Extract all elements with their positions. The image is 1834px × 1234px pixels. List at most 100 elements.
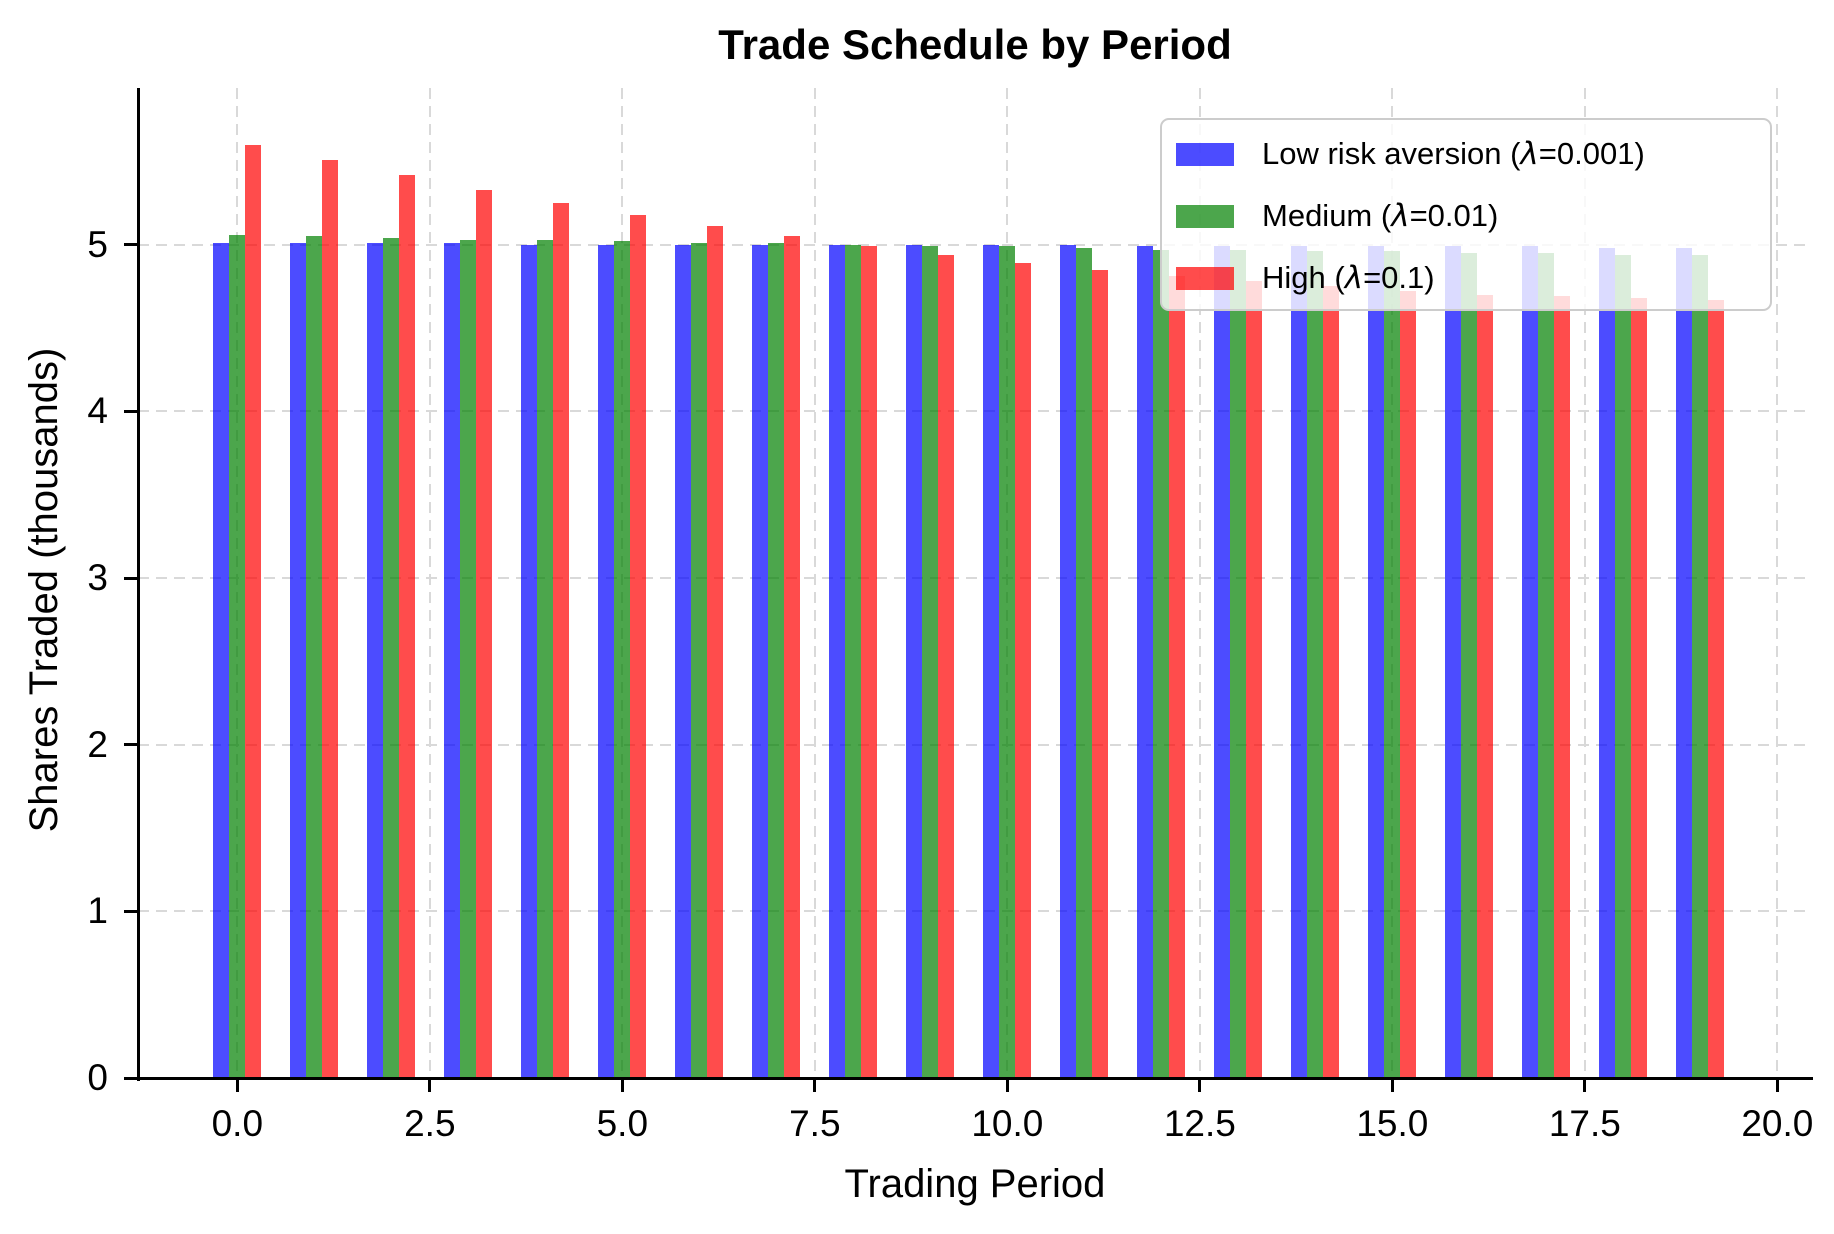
bar-series1-period1 [306, 236, 323, 1078]
bar-series2-period12 [1169, 276, 1186, 1078]
bar-series2-period14 [1323, 286, 1340, 1078]
x-tick-label: 5.0 [596, 1103, 649, 1144]
y-tick-label: 0 [87, 1057, 108, 1098]
bar-series1-period2 [383, 238, 400, 1078]
bar-series1-period14 [1307, 251, 1324, 1078]
bar-series2-period1 [322, 159, 339, 1078]
legend-label: Low risk aversion (λ=0.001) [1262, 136, 1645, 172]
bar-series0-period13 [1214, 246, 1231, 1078]
bar-series0-period5 [598, 244, 615, 1078]
legend-swatch [1176, 204, 1234, 228]
y-tick-label: 4 [87, 390, 108, 432]
bar-series1-period11 [1076, 248, 1093, 1078]
x-tick-mark [1198, 1078, 1202, 1092]
bar-series1-period17 [1538, 253, 1555, 1078]
bar-series0-period9 [906, 244, 923, 1078]
y-tick-mark [124, 909, 138, 913]
bar-series2-period7 [784, 236, 801, 1078]
x-tick-mark [428, 1078, 432, 1092]
bar-series0-period10 [983, 244, 1000, 1078]
gridline-horizontal [138, 910, 1812, 913]
bar-series1-period3 [460, 239, 477, 1078]
legend-label: Medium (λ=0.01) [1262, 198, 1499, 234]
x-tick-mark [813, 1078, 817, 1092]
bar-series1-period18 [1615, 254, 1632, 1078]
bar-series2-period10 [1015, 263, 1032, 1078]
y-tick-label: 3 [87, 557, 108, 598]
legend-row: High (λ=0.1) [1176, 247, 1770, 309]
bar-series2-period13 [1246, 281, 1263, 1078]
bar-series0-period0 [213, 243, 230, 1078]
x-tick-label: 7.5 [789, 1103, 841, 1144]
gridline-vertical [1583, 88, 1586, 1078]
x-tick-label: 15.0 [1356, 1103, 1429, 1144]
bar-series0-period16 [1445, 246, 1462, 1078]
bar-series2-period4 [553, 203, 570, 1078]
bar-series1-period5 [614, 241, 631, 1078]
bar-series2-period5 [630, 214, 647, 1078]
bar-series0-period6 [675, 244, 692, 1078]
x-tick-label: 2.5 [404, 1103, 456, 1144]
bar-series0-period14 [1291, 246, 1308, 1078]
bar-series0-period1 [290, 243, 307, 1078]
bar-series1-period12 [1153, 249, 1170, 1078]
bar-series0-period8 [829, 244, 846, 1078]
bar-series2-period15 [1400, 291, 1417, 1078]
y-tick-label: 1 [87, 890, 108, 932]
bar-series1-period7 [768, 243, 785, 1078]
bar-series2-period19 [1708, 299, 1725, 1078]
gridline-vertical [1776, 88, 1779, 1078]
bar-series1-period6 [691, 243, 708, 1078]
y-tick-label: 2 [87, 723, 108, 765]
bar-series2-period0 [245, 144, 262, 1078]
chart-title: Trade Schedule by Period [718, 21, 1232, 68]
x-axis-spine [137, 1077, 1813, 1080]
bar-series2-period3 [476, 189, 493, 1078]
bar-series1-period13 [1230, 249, 1247, 1078]
bar-layer [138, 88, 1812, 1078]
x-tick-mark [1005, 1078, 1009, 1092]
bar-series1-period0 [229, 234, 246, 1078]
legend: Low risk aversion (λ=0.001) Medium (λ=0.0… [1160, 118, 1772, 311]
bar-series0-period19 [1676, 248, 1693, 1078]
x-tick-mark [1390, 1078, 1394, 1092]
y-tick-label: 5 [87, 223, 108, 265]
x-tick-mark [1583, 1078, 1587, 1092]
y-tick-layer: 0 1 2 3 4 5 [87, 88, 1812, 1098]
gridline-vertical [1198, 88, 1201, 1078]
legend-swatch [1176, 142, 1234, 166]
bar-series0-period12 [1137, 246, 1154, 1078]
gridline-vertical [428, 88, 431, 1078]
x-tick-mark [1775, 1078, 1779, 1092]
legend-swatch [1176, 266, 1234, 290]
x-tick-mark [620, 1078, 624, 1092]
bar-series1-period16 [1461, 253, 1478, 1078]
gridline-horizontal [138, 743, 1812, 746]
bar-series1-period4 [537, 239, 554, 1078]
y-tick-mark [124, 743, 138, 747]
bar-series0-period15 [1368, 246, 1385, 1078]
bar-series2-period11 [1092, 269, 1109, 1078]
bar-series2-period16 [1477, 294, 1494, 1078]
y-tick-mark [124, 409, 138, 413]
x-tick-label: 0.0 [211, 1103, 264, 1144]
bar-series2-period17 [1554, 296, 1571, 1078]
gridline-vertical [813, 88, 816, 1078]
bar-series0-period3 [444, 243, 461, 1078]
gridline-horizontal [138, 577, 1812, 579]
x-tick-label: 12.5 [1163, 1103, 1236, 1144]
x-tick-label: 20.0 [1741, 1103, 1814, 1144]
bar-series2-period8 [861, 246, 878, 1078]
y-tick-mark [124, 576, 138, 580]
bar-series0-period11 [1060, 244, 1077, 1078]
x-tick-mark [235, 1078, 239, 1092]
legend-row: Low risk aversion (λ=0.001) [1176, 123, 1770, 185]
y-tick-mark [124, 243, 138, 247]
bar-series2-period2 [399, 174, 416, 1078]
x-tick-label: 10.0 [971, 1103, 1044, 1144]
x-axis-label: Trading Period [844, 1162, 1106, 1206]
bar-series1-period15 [1384, 251, 1401, 1078]
gridline-horizontal [138, 410, 1812, 413]
